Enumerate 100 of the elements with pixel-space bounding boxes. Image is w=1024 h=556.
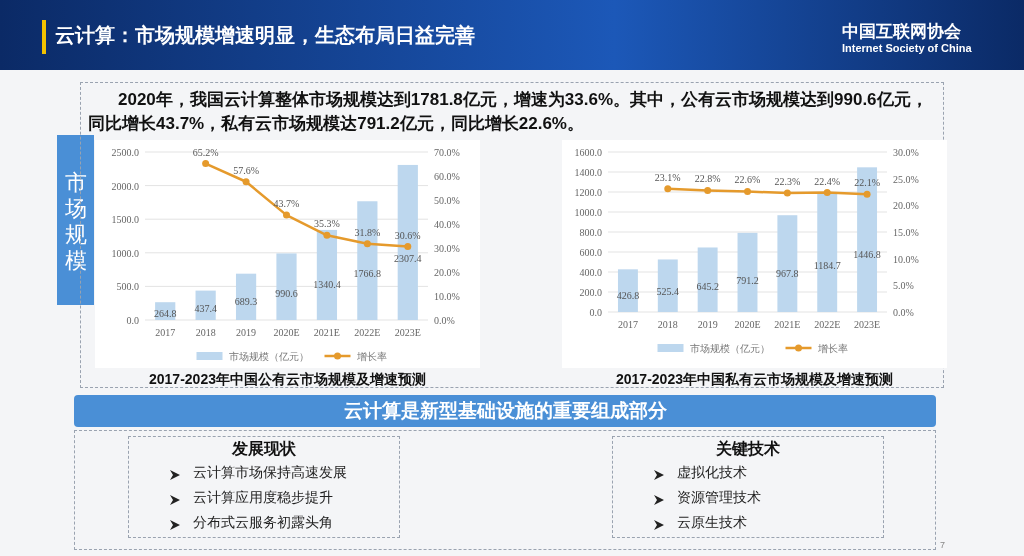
y2-tick-label: 10.0% <box>434 291 460 302</box>
x-tick-label: 2020E <box>273 327 300 338</box>
data-label: 967.8 <box>776 268 799 280</box>
x-tick-label: 2017 <box>155 327 176 338</box>
data-label: 22.6% <box>734 174 761 186</box>
y2-tick-label: 50.0% <box>434 195 460 206</box>
x-tick-label: 2017 <box>617 319 638 330</box>
x-tick-label: 2018 <box>195 327 216 338</box>
point <box>283 211 290 219</box>
data-label: 22.1% <box>854 177 880 189</box>
y-tick-label: 1000.0 <box>574 207 602 218</box>
y-tick-label: 500.0 <box>116 281 139 293</box>
data-label: 1446.8 <box>853 249 881 261</box>
text: 云原生技术 <box>677 514 747 532</box>
data-label: 43.7% <box>273 198 300 210</box>
x-tick-label: 2018 <box>657 319 678 330</box>
y-tick-label: 1200.0 <box>574 187 602 198</box>
data-label: 22.8% <box>694 173 721 185</box>
data-label: 35.3% <box>314 218 340 230</box>
text: 分布式云服务初露头角 <box>193 514 333 532</box>
data-label: 2307.4 <box>394 252 422 264</box>
y2-tick-label: 15.0% <box>893 227 919 238</box>
data-label: 57.6% <box>233 164 259 176</box>
data-label: 65.2% <box>192 146 219 158</box>
data-label: 1340.4 <box>313 278 341 290</box>
bar <box>777 215 798 312</box>
y-tick-label: 0.0 <box>589 307 602 318</box>
data-label: 30.6% <box>394 229 421 241</box>
x-tick-label: 2023E <box>854 319 881 330</box>
x-tick-label: 2022E <box>814 319 841 330</box>
y2-tick-label: 20.0% <box>434 267 460 278</box>
data-label: 689.3 <box>234 296 258 308</box>
text: 云计算是新型基础设施的重要组成部分 <box>74 395 936 427</box>
x-tick-label: 2023E <box>394 327 421 338</box>
y2-tick-label: 5.0% <box>893 280 914 292</box>
data-label: 1184.7 <box>813 259 841 271</box>
data-label: 525.4 <box>656 285 680 297</box>
y-tick-label: 2000.0 <box>111 180 139 192</box>
x-tick-label: 2019 <box>236 327 257 338</box>
text: 资源管理技术 <box>677 489 761 507</box>
bar <box>697 247 718 312</box>
data-label: 426.8 <box>616 289 640 301</box>
legend-label: 市场规模（亿元） <box>228 351 309 362</box>
point <box>202 160 210 168</box>
y-tick-label: 1400.0 <box>574 167 602 178</box>
bar <box>617 269 638 312</box>
data-label: 645.2 <box>696 281 719 293</box>
y2-tick-label: 20.0% <box>893 200 919 212</box>
y-tick-label: 200.0 <box>579 287 602 298</box>
y2-tick-label: 40.0% <box>434 219 460 230</box>
data-label: 22.4% <box>814 175 841 187</box>
y2-tick-label: 0.0% <box>434 315 455 326</box>
data-label: 22.3% <box>774 176 801 188</box>
point <box>363 240 371 248</box>
x-tick-label: 2020E <box>734 319 761 330</box>
text: 云计算：市场规模增速明显，生态布局日益完善 <box>55 23 475 48</box>
x-tick-label: 2021E <box>313 327 340 338</box>
y-tick-label: 1600.0 <box>574 147 602 158</box>
legend-label: 增长率 <box>355 351 387 362</box>
text: 云计算应用度稳步提升 <box>193 489 333 507</box>
data-label: 1766.8 <box>353 267 382 279</box>
legend-label: 增长率 <box>816 343 848 354</box>
text: 2020年，我国云计算整体市场规模达到1781.8亿元，增速为33.6%。其中，公有云市场规模达到990.6亿元，同比增长43.7%，私有云市场规模达791.2亿元，同比增长22.6%。 <box>88 89 929 135</box>
y2-tick-label: 30.0% <box>893 147 919 158</box>
y2-tick-label: 10.0% <box>893 253 919 265</box>
y-tick-label: 0.0 <box>126 315 139 326</box>
x-tick-label: 2022E <box>354 327 381 338</box>
bar <box>276 253 297 320</box>
text: 关键技术 <box>715 439 781 459</box>
text: 市场规模 <box>64 170 88 274</box>
x-tick-label: 2021E <box>774 319 801 330</box>
legend-label: 市场规模（亿元） <box>689 343 770 354</box>
text: 7 <box>940 540 946 550</box>
text: 发展现状 <box>231 439 297 459</box>
y2-tick-label: 30.0% <box>434 243 460 254</box>
data-label: 437.4 <box>194 303 217 315</box>
point <box>404 243 412 251</box>
y-tick-label: 1500.0 <box>111 214 139 226</box>
data-label: 264.8 <box>153 307 177 319</box>
y2-tick-label: 70.0% <box>434 147 460 158</box>
y2-tick-label: 25.0% <box>893 173 919 185</box>
y2-tick-label: 0.0% <box>893 307 914 318</box>
y2-tick-label: 60.0% <box>434 171 460 182</box>
y-tick-label: 400.0 <box>579 267 602 278</box>
bar <box>657 259 678 312</box>
text: Internet Society of China <box>842 42 972 54</box>
data-label: 23.1% <box>654 171 681 183</box>
text: 云计算市场保持高速发展 <box>193 464 347 482</box>
y-tick-label: 2500.0 <box>111 147 139 158</box>
y-tick-label: 1000.0 <box>111 247 139 259</box>
y-tick-label: 800.0 <box>579 227 602 238</box>
bar <box>737 232 758 312</box>
text: 中国互联网协会 <box>842 21 961 43</box>
text: 2017-2023年中国私有云市场规模及增速预测 <box>616 371 893 387</box>
data-label: 791.2 <box>736 275 759 287</box>
point <box>242 178 250 186</box>
point <box>323 231 331 239</box>
x-tick-label: 2019 <box>697 319 718 330</box>
text: 2017-2023年中国公有云市场规模及增速预测 <box>149 371 426 387</box>
y-tick-label: 600.0 <box>579 247 602 258</box>
